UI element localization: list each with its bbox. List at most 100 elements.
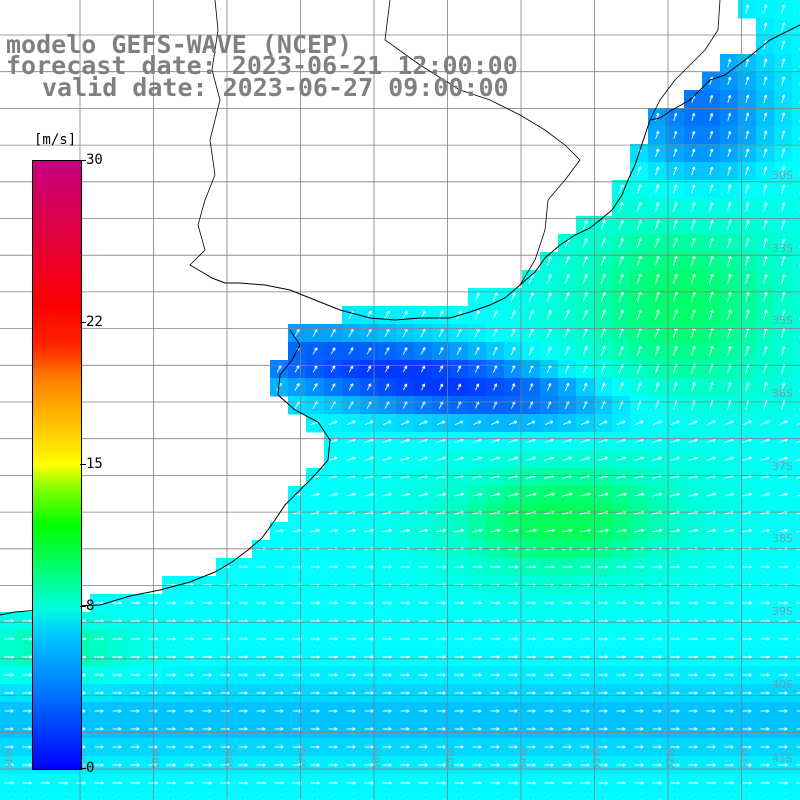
wind-arrow-head (190, 656, 194, 659)
wind-arrow-head (730, 273, 732, 278)
wind-arrow-head (766, 310, 768, 314)
field-cell (792, 774, 800, 793)
wind-arrow (403, 383, 407, 391)
wind-arrow-head (785, 439, 788, 442)
field-cell (738, 792, 757, 800)
wind-arrow-head (729, 166, 732, 170)
field-cell (720, 792, 739, 800)
wind-arrow-head (749, 493, 752, 497)
wind-arrow-head (352, 493, 356, 497)
wind-arrow-head (424, 638, 428, 641)
wind-arrow (709, 113, 713, 121)
wind-arrow (726, 291, 732, 303)
wind-arrow-head (82, 728, 86, 731)
wind-arrow-head (569, 529, 573, 533)
wind-arrow (742, 438, 752, 444)
wind-arrow (672, 237, 678, 249)
field-cell (612, 792, 631, 800)
wind-arrow-head (424, 602, 428, 605)
wind-arrow (510, 346, 516, 356)
wind-arrow-head (676, 764, 680, 767)
wind-arrow-head (136, 746, 140, 749)
wind-arrow-head (693, 131, 696, 135)
wind-arrow-head (388, 710, 392, 713)
wind-arrow (366, 401, 372, 409)
wind-arrow-head (640, 638, 644, 641)
wind-arrow (600, 238, 606, 248)
wind-arrow (688, 493, 698, 497)
wind-arrow (742, 493, 752, 497)
wind-arrow-head (640, 421, 644, 424)
wind-arrow-head (749, 475, 752, 479)
wind-arrow-head (119, 638, 123, 641)
wind-arrow-head (677, 420, 680, 424)
field-cell (774, 792, 793, 800)
wind-arrow-head (730, 346, 732, 350)
wind-arrow-head (659, 457, 662, 461)
wind-arrow-head (244, 566, 248, 569)
wind-arrow-head (388, 764, 392, 767)
wind-arrow (507, 529, 519, 533)
wind-arrow-head (244, 728, 248, 731)
wind-arrow-head (460, 674, 464, 677)
wind-arrow (348, 347, 354, 355)
wind-arrow (634, 420, 644, 426)
wind-arrow-head (172, 692, 176, 695)
wind-arrow (745, 58, 749, 68)
wind-arrow-head (659, 493, 663, 497)
wind-arrow-head (605, 475, 609, 479)
wind-arrow (691, 166, 695, 176)
wind-arrow-head (568, 602, 572, 605)
wind-arrow-head (334, 728, 338, 731)
wind-arrow-head (783, 382, 786, 386)
wind-arrow-head (587, 566, 591, 569)
wind-arrow (330, 365, 336, 373)
wind-arrow-head (640, 674, 644, 677)
wind-arrow (633, 493, 645, 497)
wind-arrow-head (586, 764, 590, 767)
forecast-date: forecast date: 2023-06-21 12:00:00 (6, 51, 518, 80)
wind-arrow-head (11, 638, 15, 641)
wind-arrow-head (676, 656, 680, 659)
wind-arrow-head (10, 710, 14, 713)
field-cell (792, 756, 800, 775)
wind-arrow (544, 438, 554, 444)
wind-arrow-head (479, 439, 482, 442)
axis-labels: 30S 33S 35S 36S 37S 38S 39S 40S 41S 61W 60W 59W 58W 5… (4, 169, 793, 770)
wind-arrow (709, 95, 713, 103)
wind-arrow (745, 345, 749, 357)
wind-arrow-head (783, 130, 786, 134)
wind-arrow-head (765, 184, 768, 188)
wind-arrow-head (622, 638, 626, 641)
wind-arrow (364, 420, 374, 426)
wind-arrow-head (711, 184, 714, 188)
field-cell (468, 792, 487, 800)
wind-arrow (706, 420, 716, 426)
wind-arrow (781, 364, 785, 374)
wind-arrow-head (352, 746, 356, 749)
wind-arrow-head (731, 439, 734, 442)
wind-arrow (670, 529, 680, 533)
lon-label: 60W (78, 747, 89, 770)
lon-label: 51W (739, 747, 750, 770)
wind-arrow-head (676, 238, 678, 242)
wind-arrow-head (460, 638, 464, 641)
wind-arrow-head (425, 475, 428, 479)
field-cell (180, 792, 199, 800)
wind-arrow (472, 475, 482, 479)
wind-arrow-head (334, 674, 338, 677)
wind-arrow-head (100, 782, 104, 785)
wind-arrow-head (569, 439, 572, 442)
wind-arrow (346, 475, 356, 479)
wind-arrow-head (712, 291, 714, 295)
wind-arrow-head (28, 692, 32, 695)
wind-arrow-head (712, 345, 714, 350)
wind-arrow-head (334, 746, 338, 749)
wind-arrow-head (711, 95, 714, 99)
wind-arrow (709, 131, 713, 139)
wind-arrow (348, 329, 354, 337)
wind-arrow (745, 202, 749, 212)
wind-arrow-head (713, 439, 716, 442)
wind-arrow (654, 220, 660, 230)
wind-arrow (600, 292, 606, 302)
